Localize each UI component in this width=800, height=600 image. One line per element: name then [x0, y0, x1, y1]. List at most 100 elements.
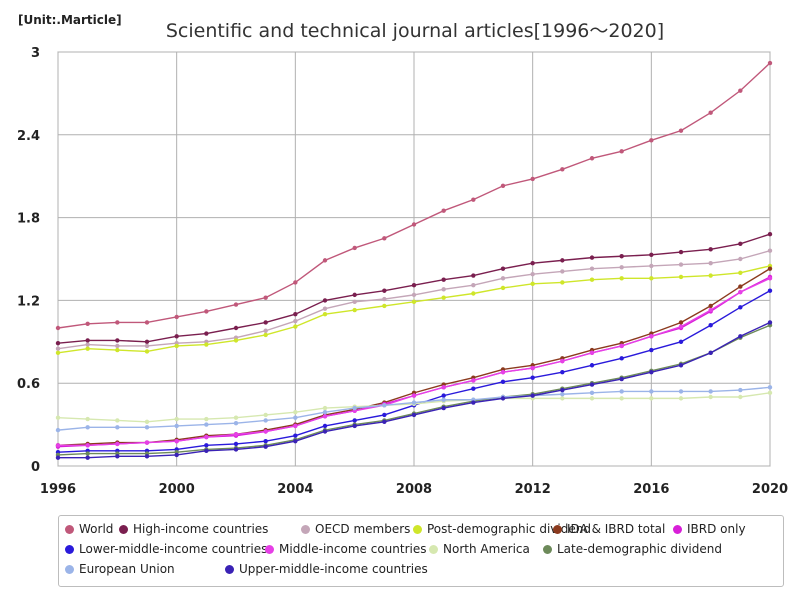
legend-label: Late-demographic dividend — [557, 542, 722, 556]
data-point — [174, 452, 179, 458]
legend-marker — [65, 544, 74, 554]
data-point — [767, 390, 773, 396]
data-point — [500, 379, 506, 385]
data-point — [322, 414, 328, 419]
data-point — [767, 276, 773, 281]
data-point — [322, 306, 328, 311]
data-point — [708, 307, 713, 313]
data-point — [144, 454, 150, 459]
data-point — [530, 365, 535, 371]
data-point — [560, 392, 565, 397]
legend-marker — [65, 564, 74, 574]
data-point — [352, 418, 357, 423]
data-point — [382, 403, 387, 408]
data-point — [293, 433, 298, 438]
data-point — [115, 425, 120, 430]
data-point — [204, 416, 209, 422]
data-point — [678, 320, 684, 325]
data-point — [204, 331, 209, 336]
legend-label: Upper-middle-income countries — [239, 562, 428, 576]
data-point — [560, 269, 565, 274]
data-point — [144, 440, 150, 445]
legend-marker — [429, 544, 438, 554]
data-point — [649, 252, 654, 258]
data-point — [115, 441, 120, 447]
data-point — [263, 320, 268, 325]
data-point — [85, 342, 90, 347]
data-point — [649, 347, 654, 353]
legend-item: Late-demographic dividend — [543, 542, 722, 556]
data-point — [708, 350, 713, 356]
legend-item: IBRD only — [673, 522, 746, 536]
data-point — [85, 443, 90, 448]
data-point — [500, 183, 506, 189]
data-point — [411, 412, 417, 418]
legend-label: OECD members — [315, 522, 411, 536]
data-point — [619, 343, 624, 349]
unit-label: [Unit:.Marticle] — [18, 13, 122, 27]
data-point — [174, 334, 179, 339]
data-point — [708, 273, 713, 278]
legend-label: Lower-middle-income countries — [79, 542, 268, 556]
data-point — [204, 342, 209, 347]
series-upper-middle-income-countries — [55, 320, 773, 460]
grid — [57, 51, 771, 467]
x-tick-label: 2020 — [752, 482, 788, 497]
data-point — [678, 249, 684, 255]
data-point — [233, 441, 239, 447]
legend-item: World — [65, 522, 113, 536]
data-point — [382, 412, 387, 418]
data-point — [263, 332, 268, 338]
legend-marker — [673, 524, 682, 534]
data-point — [441, 385, 446, 390]
data-point — [85, 338, 90, 343]
data-point — [738, 88, 743, 93]
data-point — [738, 256, 743, 262]
data-point — [352, 405, 357, 411]
data-point — [263, 418, 268, 423]
data-point — [619, 276, 624, 281]
data-point — [708, 260, 713, 266]
data-point — [649, 138, 654, 143]
legend-label: High-income countries — [133, 522, 269, 536]
data-point — [619, 389, 624, 394]
data-point — [174, 423, 179, 429]
data-point — [678, 128, 684, 133]
data-point — [322, 298, 328, 303]
data-point — [233, 421, 239, 426]
data-point — [471, 400, 476, 405]
data-point — [708, 323, 713, 328]
data-point — [560, 387, 565, 393]
data-point — [322, 429, 328, 434]
data-point — [263, 412, 268, 418]
legend-label: North America — [443, 542, 530, 556]
data-point — [708, 303, 713, 309]
data-point — [411, 283, 417, 288]
legend-marker — [413, 524, 422, 534]
data-point — [738, 270, 743, 275]
data-point — [560, 358, 565, 364]
data-point — [293, 415, 298, 420]
data-point — [55, 346, 61, 351]
data-point — [204, 434, 209, 440]
data-point — [144, 339, 150, 344]
data-point — [85, 425, 90, 430]
data-point — [293, 438, 298, 444]
series-world — [55, 60, 773, 331]
data-point — [115, 454, 120, 459]
legend-label: Post-demographic dividend — [427, 522, 591, 536]
data-point — [619, 376, 624, 382]
data-point — [471, 291, 476, 296]
data-point — [471, 283, 476, 288]
data-point — [263, 444, 268, 449]
data-point — [619, 254, 624, 259]
data-point — [649, 276, 654, 281]
data-point — [55, 325, 61, 331]
data-point — [115, 320, 120, 325]
legend-marker — [301, 524, 310, 534]
data-point — [174, 416, 179, 422]
x-tick-label: 2012 — [515, 482, 551, 497]
data-point — [678, 324, 684, 329]
data-point — [233, 325, 239, 331]
data-point — [115, 338, 120, 343]
